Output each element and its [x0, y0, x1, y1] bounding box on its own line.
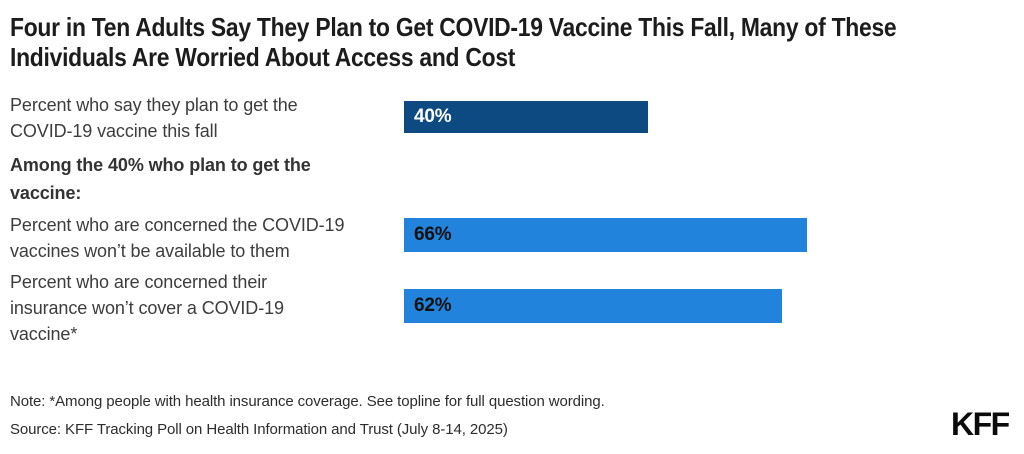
bar-concerned-availability: 66%	[404, 218, 807, 252]
bar-label-concerned-availability: Percent who are concerned the COVID-19 v…	[10, 215, 345, 261]
bar-value-label: 66%	[414, 224, 452, 245]
bar-concerned-insurance: 62%	[404, 289, 783, 323]
bar-label-concerned-insurance: Percent who are concerned their insuranc…	[10, 272, 284, 344]
bar-value-label: 62%	[414, 295, 452, 316]
chart-source: Source: KFF Tracking Poll on Health Info…	[10, 421, 508, 438]
kff-logo: KFF	[951, 406, 1010, 442]
chart-note: Note: *Among people with health insuranc…	[10, 393, 605, 410]
group-heading: Among the 40% who plan to get the vaccin…	[10, 155, 311, 203]
bar-value-label: 40%	[414, 106, 452, 127]
bar-label-plan-to-get: Percent who say they plan to get the COV…	[10, 95, 298, 141]
bar-plan-to-get: 40%	[404, 101, 648, 133]
chart-title: Four in Ten Adults Say They Plan to Get …	[10, 12, 897, 72]
